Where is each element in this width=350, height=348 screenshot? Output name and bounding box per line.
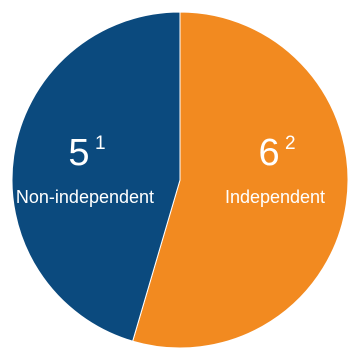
slice-label-non-independent: Non-independent [16,187,154,207]
pie-labels: 6 2 Independent 5 1 Non-independent [16,132,325,207]
pie-slice-non-independent [11,11,181,342]
slice-value-independent: 6 [258,132,279,174]
pie-slices [11,11,349,348]
slice-footnote-non-independent: 1 [95,133,106,154]
slice-footnote-independent: 2 [285,133,296,154]
slice-value-non-independent: 5 [68,132,89,174]
pie-slice-independent [132,11,349,348]
slice-label-independent: Independent [225,187,325,207]
